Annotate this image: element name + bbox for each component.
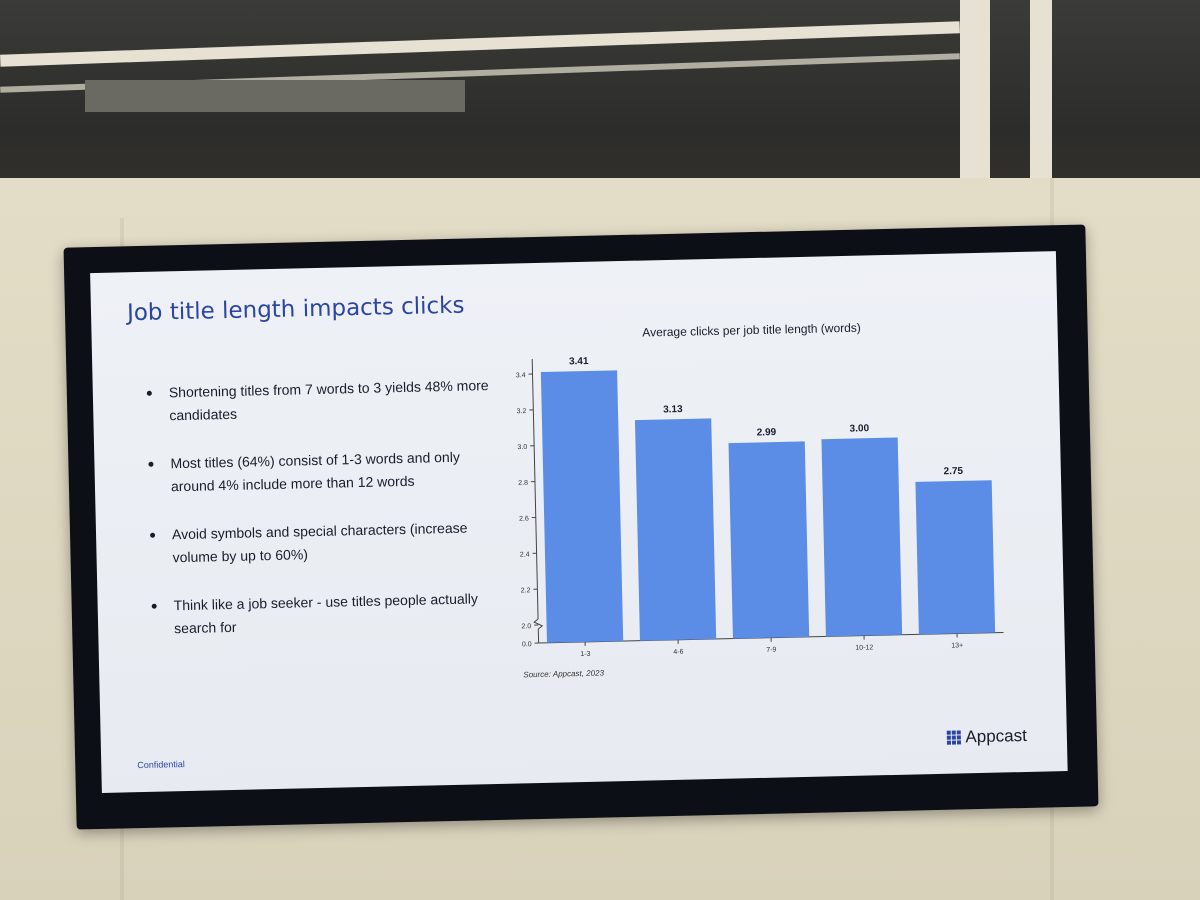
bullet-item: Most titles (64%) consist of 1-3 words a… <box>132 445 493 499</box>
bullet-dot-icon <box>148 461 154 467</box>
bar-data-label: 3.00 <box>849 423 869 434</box>
ceiling-column <box>1030 0 1052 180</box>
bar-4-6 <box>634 418 717 641</box>
chart-title: Average clicks per job title length (wor… <box>642 321 861 340</box>
x-tick-label: 13+ <box>951 642 963 649</box>
bullet-item: Shortening titles from 7 words to 3 yiel… <box>131 374 492 428</box>
ceiling-column <box>960 0 990 180</box>
bullet-text: Think like a job seeker - use titles peo… <box>173 590 479 637</box>
bar-chart-svg: Average clicks per job title length (wor… <box>516 321 1004 680</box>
bar-data-label: 2.75 <box>943 466 963 477</box>
bullet-dot-icon <box>150 532 156 538</box>
slide-title: Job title length impacts clicks <box>126 292 465 327</box>
bar-13+ <box>915 480 996 635</box>
bar-1-3 <box>540 370 624 643</box>
bar-chart: Average clicks per job title length (wor… <box>491 314 1019 686</box>
bar-data-label: 2.99 <box>757 427 777 438</box>
bullet-text: Shortening titles from 7 words to 3 yiel… <box>168 377 489 424</box>
bullet-text: Most titles (64%) consist of 1-3 words a… <box>170 448 461 495</box>
y-axis-line <box>531 359 539 620</box>
x-tick-label: 10-12 <box>855 644 873 651</box>
display-screen-frame: Job title length impacts clicks Shorteni… <box>63 224 1099 830</box>
bullet-dot-icon <box>146 390 152 396</box>
x-tick-label: 1-3 <box>580 651 590 658</box>
x-tick-label: 7-9 <box>766 647 776 654</box>
y-tick-label: 3.0 <box>517 444 527 451</box>
bar-data-label: 3.41 <box>569 356 589 367</box>
bar-7-9 <box>728 441 810 639</box>
x-tick-label: 4-6 <box>673 649 683 656</box>
axis-break-mark <box>533 618 544 644</box>
bullet-list: Shortening titles from 7 words to 3 yiel… <box>131 374 497 666</box>
bullet-text: Avoid symbols and special characters (in… <box>171 519 468 566</box>
y-tick-label: 2.2 <box>521 587 531 594</box>
appcast-dots-icon <box>946 730 961 745</box>
y-tick-label: 2.8 <box>518 480 528 487</box>
y-tick-label: 2.6 <box>519 516 529 523</box>
brand-logo: Appcast <box>946 726 1027 748</box>
brand-name: Appcast <box>965 725 1028 747</box>
chart-source: Source: Appcast, 2023 <box>523 669 604 680</box>
bar-data-label: 3.13 <box>663 404 683 415</box>
y-tick-label: 2.4 <box>520 551 530 558</box>
ceiling-vent <box>85 80 465 112</box>
bullet-item: Avoid symbols and special characters (in… <box>134 516 495 570</box>
y-tick-label: 3.4 <box>516 372 526 379</box>
y-tick-label: 0.0 <box>522 641 532 648</box>
presentation-slide: Job title length impacts clicks Shorteni… <box>90 251 1068 793</box>
bar-10-12 <box>821 437 903 637</box>
bullet-item: Think like a job seeker - use titles peo… <box>135 587 496 641</box>
y-tick-label: 3.2 <box>517 408 527 415</box>
y-tick-label: 2.0 <box>521 623 531 630</box>
bullet-dot-icon <box>151 603 157 609</box>
confidential-label: Confidential <box>137 759 185 771</box>
